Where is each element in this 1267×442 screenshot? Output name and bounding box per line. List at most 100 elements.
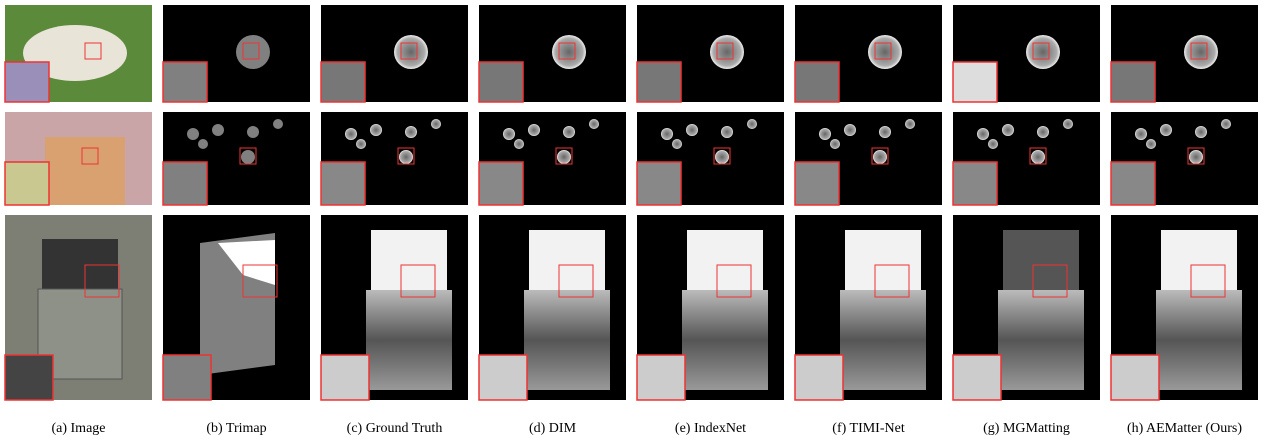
caption: (h) AEMatter (Ours) — [1127, 421, 1242, 436]
bottle-cap — [845, 230, 921, 290]
inset — [479, 355, 527, 400]
inset — [1111, 162, 1155, 205]
inset — [5, 162, 49, 205]
panel — [479, 5, 626, 102]
ball — [528, 124, 540, 136]
ball — [1002, 124, 1014, 136]
panel — [1111, 5, 1258, 102]
ball — [247, 126, 259, 138]
ball — [345, 128, 357, 140]
panel — [1111, 112, 1258, 205]
bottle-body — [524, 290, 610, 390]
inset — [953, 162, 997, 205]
ball — [747, 119, 757, 129]
panel — [1111, 215, 1258, 400]
panel — [795, 215, 942, 400]
ball — [1160, 124, 1172, 136]
panel — [637, 112, 784, 205]
ball — [1184, 35, 1218, 69]
bottle-body — [998, 290, 1084, 390]
cats — [45, 137, 125, 205]
inset — [163, 355, 211, 400]
panel — [795, 112, 942, 205]
bottle-cap — [371, 230, 447, 290]
panel — [953, 215, 1100, 400]
bottle-cap — [529, 230, 605, 290]
inset — [1111, 355, 1159, 400]
ball — [273, 119, 283, 129]
panel — [163, 215, 310, 400]
ball — [873, 150, 887, 164]
inset — [795, 355, 843, 400]
panel — [5, 112, 152, 205]
inset — [1111, 62, 1155, 102]
ball — [988, 139, 998, 149]
ball — [1031, 150, 1045, 164]
ball — [977, 128, 989, 140]
ball — [830, 139, 840, 149]
caption: (e) IndexNet — [675, 421, 746, 436]
inset — [795, 162, 839, 205]
ball — [1037, 126, 1049, 138]
ball — [672, 139, 682, 149]
ball — [514, 139, 524, 149]
inset — [5, 355, 53, 400]
ball — [405, 126, 417, 138]
ball — [1026, 35, 1060, 69]
caption: (c) Ground Truth — [347, 421, 443, 436]
panel — [795, 5, 942, 102]
ball — [1221, 119, 1231, 129]
ball — [905, 119, 915, 129]
ball — [715, 150, 729, 164]
figure: (a) Image(b) Trimap(c) Ground Truth(d) D… — [0, 0, 1267, 442]
panel — [479, 112, 626, 205]
ball — [503, 128, 515, 140]
ball — [431, 119, 441, 129]
bottle-body — [366, 290, 452, 390]
panel — [163, 112, 310, 205]
ball — [589, 119, 599, 129]
caption: (g) MGMatting — [983, 421, 1070, 436]
panel — [163, 5, 310, 102]
ball — [370, 124, 382, 136]
ball — [198, 139, 208, 149]
ball — [187, 128, 199, 140]
inset — [953, 62, 997, 102]
bottle-body — [1156, 290, 1242, 390]
panel — [953, 5, 1100, 102]
ball — [686, 124, 698, 136]
bottle-cap — [687, 230, 763, 290]
ball — [661, 128, 673, 140]
ball — [1146, 139, 1156, 149]
ball — [879, 126, 891, 138]
panel — [5, 5, 152, 102]
inset — [795, 62, 839, 102]
inset — [953, 355, 1001, 400]
caption: (a) Image — [51, 421, 105, 436]
ball — [241, 150, 255, 164]
ball — [1189, 150, 1203, 164]
bottle-body — [682, 290, 768, 390]
ball — [236, 35, 270, 69]
caption: (d) DIM — [529, 421, 577, 436]
panel — [953, 112, 1100, 205]
ball — [399, 150, 413, 164]
inset — [637, 355, 685, 400]
ball — [710, 35, 744, 69]
ball — [1195, 126, 1207, 138]
ball — [557, 150, 571, 164]
inset — [321, 62, 365, 102]
ball — [868, 35, 902, 69]
inset — [5, 62, 49, 102]
inset — [479, 162, 523, 205]
panel — [321, 5, 468, 102]
ball — [721, 126, 733, 138]
ball — [356, 139, 366, 149]
inset — [637, 62, 681, 102]
inset — [321, 162, 365, 205]
inset — [163, 62, 207, 102]
inset — [163, 162, 207, 205]
inset — [321, 355, 369, 400]
inset — [637, 162, 681, 205]
panel — [637, 5, 784, 102]
